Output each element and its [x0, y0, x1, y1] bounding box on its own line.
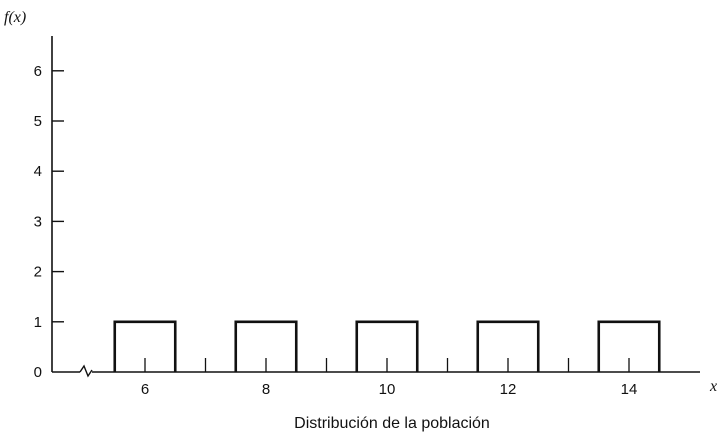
bar [597, 320, 661, 372]
bar [113, 320, 177, 372]
chart-caption: Distribución de la población [294, 415, 490, 432]
axes-group [51, 36, 700, 378]
labels-group: f(x) x Distribución de la población 0123… [4, 9, 717, 432]
x-tick-label: 10 [379, 381, 396, 398]
y-axis-label: f(x) [4, 9, 26, 26]
y-tick-label: 2 [34, 264, 42, 281]
y-tick-label: 5 [34, 113, 42, 130]
bar [476, 320, 540, 372]
y-tick-label: 1 [34, 314, 42, 331]
axis-break-mark [79, 364, 93, 378]
x-tick-label: 8 [262, 381, 270, 398]
x-tick-label: 12 [500, 381, 517, 398]
bar [234, 320, 298, 372]
y-tick-label: 4 [34, 163, 42, 180]
x-axis-label: x [709, 378, 717, 395]
x-tick-label: 6 [141, 381, 149, 398]
y-tick-label: 0 [34, 364, 42, 381]
bars-group [113, 320, 661, 372]
y-tick-label: 6 [34, 63, 42, 80]
x-tick-label: 14 [621, 381, 638, 398]
bar [355, 320, 419, 372]
y-tick-label: 3 [34, 213, 42, 230]
